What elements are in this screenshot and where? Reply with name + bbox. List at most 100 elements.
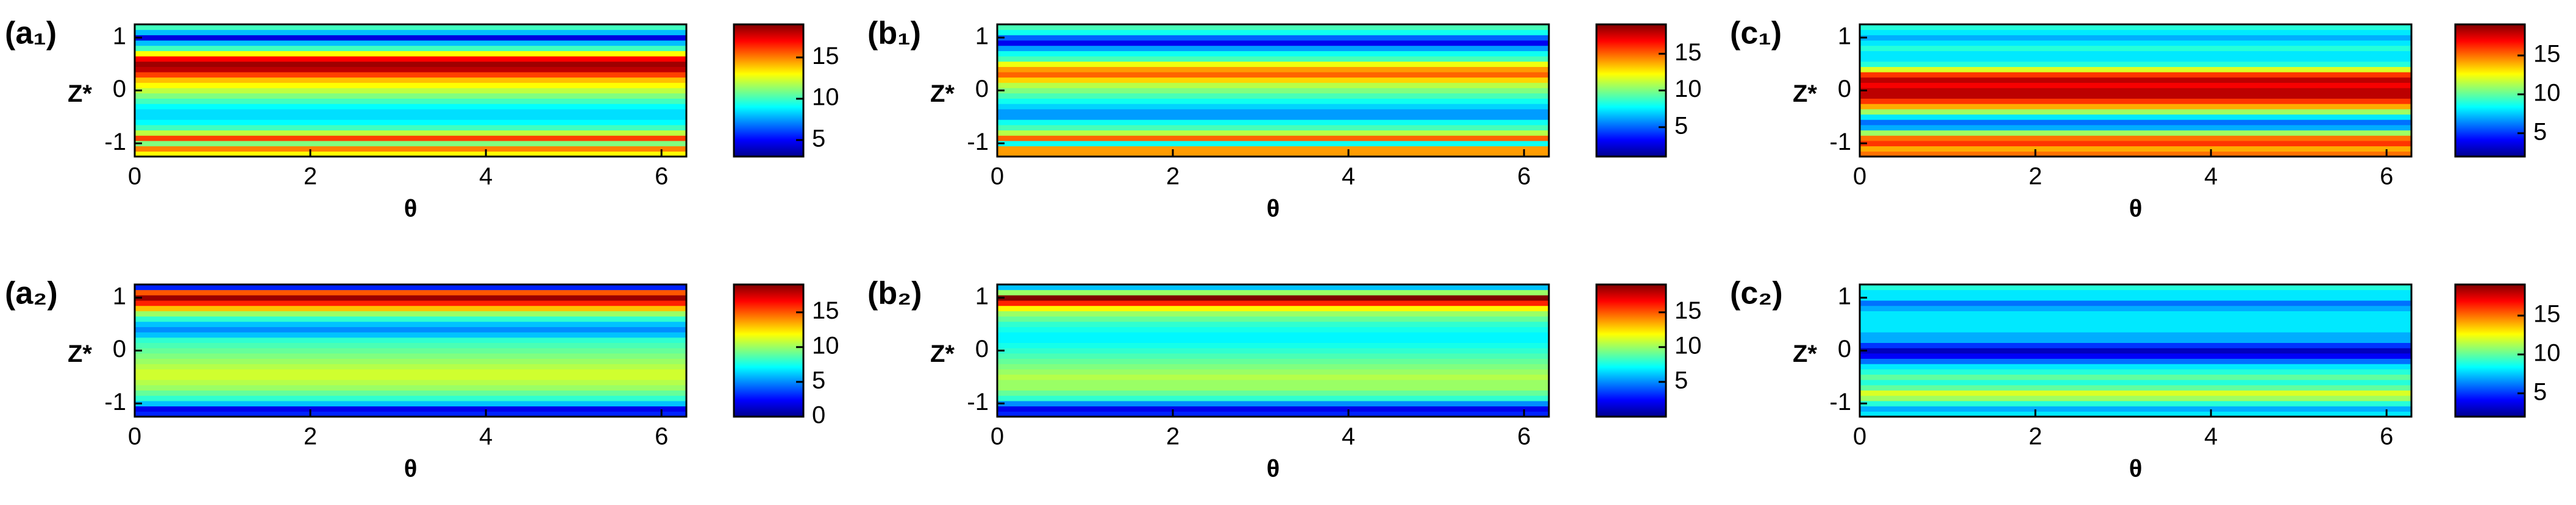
- x-tick-label: 0: [1853, 163, 1866, 190]
- heat-band: [135, 332, 686, 338]
- heat-band: [1860, 364, 2411, 370]
- heat-band: [135, 311, 686, 317]
- heat-band: [135, 284, 686, 291]
- heat-band: [997, 114, 1549, 120]
- heat-band: [997, 98, 1549, 104]
- colorbar-tick-label: 5: [1674, 112, 1688, 139]
- y-tick-label: 0: [975, 336, 989, 362]
- heat-band: [1860, 406, 2411, 412]
- y-axis-label: Z*: [1793, 80, 1817, 107]
- heat-band: [997, 348, 1549, 354]
- x-tick-label: 6: [1517, 163, 1531, 190]
- heat-band: [997, 93, 1549, 99]
- heat-band: [997, 353, 1549, 359]
- heat-band: [1860, 24, 2411, 30]
- x-axis-label: θ: [1267, 456, 1280, 482]
- heat-band: [997, 364, 1549, 370]
- heat-band: [1860, 140, 2411, 147]
- heat-band: [135, 358, 686, 364]
- heat-band: [135, 124, 686, 131]
- colorbar-tick-label: 15: [2533, 301, 2561, 328]
- heat-band: [135, 353, 686, 359]
- x-tick-label: 2: [304, 163, 317, 190]
- heat-band: [1860, 390, 2411, 396]
- heat-band: [997, 384, 1549, 391]
- x-tick-label: 2: [2029, 423, 2042, 450]
- heat-band: [997, 135, 1549, 141]
- colorbar-tick-label: 15: [812, 297, 839, 324]
- heat-band: [135, 51, 686, 57]
- heat-band: [135, 300, 686, 306]
- heat-band: [997, 327, 1549, 333]
- y-tick-label: 1: [1838, 23, 1851, 49]
- panel-label: (b₁): [867, 16, 921, 51]
- heat-band: [997, 321, 1549, 327]
- heat-band: [1860, 61, 2411, 67]
- heat-band: [997, 284, 1549, 291]
- heat-band: [1860, 400, 2411, 407]
- heat-band: [135, 24, 686, 30]
- heat-band: [1860, 66, 2411, 72]
- heat-band: [1860, 316, 2411, 322]
- heat-band: [1860, 130, 2411, 136]
- panel-label: (b₂): [867, 276, 922, 311]
- colorbar-tick-label: 5: [812, 125, 825, 152]
- y-tick-label: -1: [967, 129, 989, 155]
- heat-band: [1860, 146, 2411, 152]
- y-tick-label: 1: [1838, 283, 1851, 309]
- x-tick-label: 2: [1166, 163, 1179, 190]
- colorbar-tick-label: 10: [1674, 76, 1702, 102]
- x-tick-label: 6: [1517, 423, 1531, 450]
- heat-band: [1860, 300, 2411, 306]
- heat-band: [997, 72, 1549, 78]
- x-axis-label: θ: [1267, 196, 1280, 222]
- heat-band: [1860, 305, 2411, 311]
- x-tick-label: 0: [991, 423, 1004, 450]
- heat-band: [997, 82, 1549, 88]
- heat-band: [1860, 72, 2411, 78]
- heat-band: [1860, 135, 2411, 141]
- heat-band: [1860, 98, 2411, 104]
- heat-band: [1860, 104, 2411, 110]
- heat-band: [135, 411, 686, 417]
- x-axis-label: θ: [2129, 456, 2143, 482]
- heat-band: [1860, 51, 2411, 57]
- y-tick-label: -1: [104, 129, 126, 155]
- panel-label: (a₂): [5, 276, 58, 311]
- x-tick-label: 4: [479, 423, 493, 450]
- heat-band: [997, 380, 1549, 386]
- heat-band: [135, 342, 686, 348]
- heat-band: [997, 411, 1549, 417]
- heat-band: [997, 369, 1549, 375]
- heat-band: [135, 35, 686, 41]
- heat-band: [135, 364, 686, 370]
- colorbar: [1595, 283, 1667, 418]
- heat-band: [997, 316, 1549, 322]
- x-axis-label: θ: [404, 456, 418, 482]
- heat-band: [135, 98, 686, 104]
- heat-band: [135, 384, 686, 391]
- colorbar-tick-label: 0: [812, 402, 825, 429]
- colorbar: [1595, 23, 1667, 158]
- heat-band: [997, 56, 1549, 62]
- colorbar-tick-label: 10: [2533, 339, 2561, 366]
- x-tick-label: 0: [991, 163, 1004, 190]
- heat-band: [135, 56, 686, 62]
- y-axis-label: Z*: [68, 341, 92, 367]
- heat-band: [135, 72, 686, 78]
- heat-band: [135, 82, 686, 88]
- colorbar-tick-label: 15: [2533, 41, 2561, 68]
- heat-band: [1860, 295, 2411, 301]
- y-axis-label: Z*: [68, 80, 92, 107]
- heat-band: [1860, 114, 2411, 120]
- heat-band: [135, 369, 686, 375]
- heat-band: [997, 130, 1549, 136]
- heat-band: [1860, 380, 2411, 386]
- heat-band: [997, 295, 1549, 301]
- y-tick-label: -1: [104, 389, 126, 415]
- heat-band: [1860, 348, 2411, 354]
- heat-band: [997, 35, 1549, 41]
- heat-band: [135, 390, 686, 396]
- heat-band: [997, 45, 1549, 51]
